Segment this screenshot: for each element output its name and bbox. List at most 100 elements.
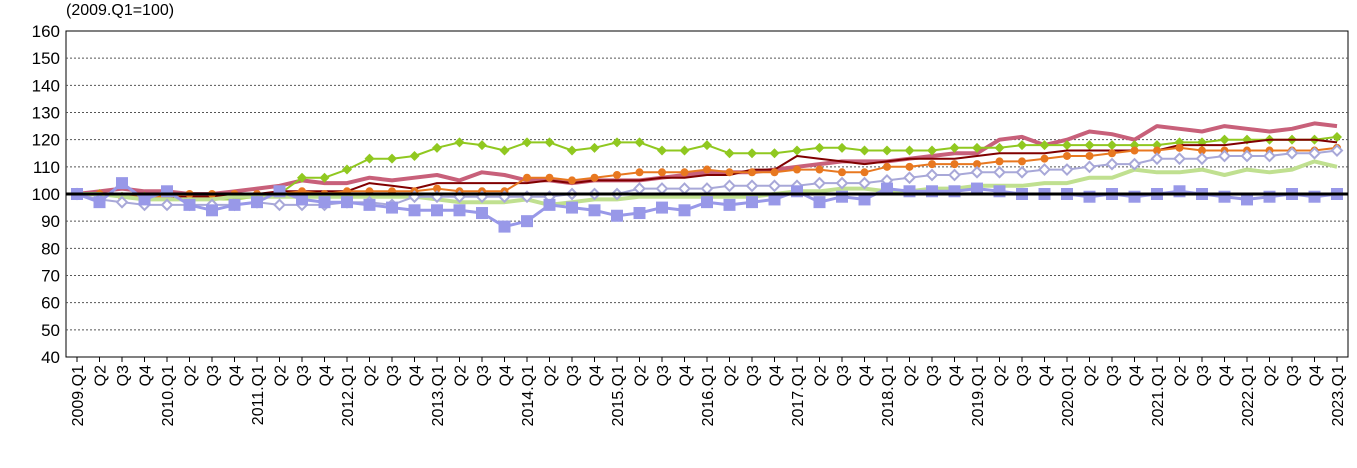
y-tick-label: 110: [33, 158, 60, 177]
x-tick-label: Q3: [835, 365, 852, 386]
x-tick-label: Q2: [723, 365, 740, 386]
data-point: [544, 137, 555, 148]
data-point: [1015, 165, 1029, 179]
x-tick-label: Q3: [655, 365, 672, 386]
x-tick-label: Q4: [498, 365, 515, 386]
x-tick-label: Q4: [1128, 365, 1145, 386]
x-tick-label: Q4: [858, 365, 875, 386]
x-tick-label: Q3: [565, 365, 582, 386]
data-point: [656, 201, 668, 214]
data-point: [318, 196, 331, 209]
x-tick-label: Q3: [385, 365, 402, 386]
x-tick-label: 2009.Q1: [70, 365, 87, 426]
x-tick-label: Q2: [453, 365, 470, 386]
x-tick-label: 2016.Q1: [700, 365, 717, 426]
data-point: [858, 193, 871, 206]
data-point: [1308, 146, 1321, 160]
x-tick-label: Q3: [1015, 365, 1032, 386]
data-point: [768, 179, 781, 193]
data-point: [568, 176, 576, 185]
data-point: [589, 142, 600, 153]
data-point: [1330, 144, 1344, 157]
data-point: [115, 195, 129, 209]
y-tick-label: 120: [32, 131, 60, 150]
data-point: [634, 137, 645, 148]
data-point: [183, 198, 196, 211]
data-point: [970, 165, 984, 179]
data-point: [93, 196, 106, 209]
data-point: [408, 204, 421, 217]
data-point: [971, 182, 983, 195]
y-tick-label: 150: [32, 49, 60, 68]
data-point: [724, 148, 735, 159]
data-point: [1130, 146, 1139, 155]
y-tick-label: 50: [41, 321, 60, 340]
data-point: [522, 137, 532, 148]
x-tick-label: Q3: [1285, 365, 1302, 386]
x-tick-label: 2017.Q1: [790, 365, 807, 426]
y-tick-label: 40: [41, 348, 60, 367]
data-point: [793, 165, 801, 174]
data-point: [590, 173, 599, 182]
data-point: [1332, 131, 1342, 142]
data-point: [678, 204, 691, 217]
data-point: [363, 198, 376, 211]
x-tick-label: Q3: [205, 365, 222, 386]
data-point: [792, 145, 802, 156]
data-point: [588, 204, 601, 217]
data-point: [454, 137, 465, 148]
data-point: [521, 215, 533, 228]
x-tick-label: Q4: [318, 365, 335, 386]
data-point: [273, 198, 286, 212]
data-point: [993, 165, 1006, 179]
data-point: [925, 168, 939, 182]
data-point: [973, 160, 981, 169]
x-tick-label: Q2: [813, 365, 830, 386]
data-point: [1195, 152, 1209, 166]
y-tick-label: 160: [32, 22, 60, 41]
data-point: [972, 142, 982, 153]
x-tick-label: Q3: [1195, 365, 1212, 386]
x-tick-label: Q4: [768, 365, 785, 386]
data-point: [928, 160, 936, 169]
data-point: [228, 198, 241, 211]
x-tick-label: Q2: [93, 365, 110, 386]
x-tick-label: 2022.Q1: [1240, 365, 1257, 426]
data-point: [1018, 157, 1026, 166]
data-point: [160, 198, 174, 212]
y-tick-label: 100: [32, 185, 60, 204]
x-tick-label: 2010.Q1: [160, 365, 177, 426]
data-point: [409, 150, 420, 161]
data-point: [904, 145, 915, 156]
data-point: [1153, 146, 1161, 155]
x-tick-label: Q2: [633, 365, 650, 386]
data-point: [949, 142, 960, 153]
data-point: [1083, 160, 1096, 174]
x-tick-label: Q4: [948, 365, 965, 386]
x-tick-label: Q4: [408, 365, 425, 386]
data-point: [1039, 140, 1050, 151]
x-tick-label: Q3: [115, 365, 132, 386]
data-point: [386, 201, 398, 214]
y-tick-label: 70: [41, 267, 60, 286]
x-tick-label: Q4: [1038, 365, 1055, 386]
data-point: [746, 196, 758, 209]
data-point: [1040, 154, 1049, 163]
data-point: [703, 165, 711, 174]
data-point: [543, 198, 556, 211]
data-point: [838, 168, 846, 177]
data-point: [341, 196, 353, 209]
data-point: [1241, 193, 1253, 206]
data-point: [1263, 149, 1276, 163]
data-point: [433, 184, 441, 193]
x-tick-label: Q2: [273, 365, 290, 386]
data-point: [769, 148, 780, 159]
x-tick-label: Q3: [925, 365, 942, 386]
data-point: [768, 193, 781, 206]
data-point: [567, 145, 577, 156]
data-point: [859, 145, 870, 156]
x-tick-label: 2019.Q1: [970, 365, 987, 426]
data-point: [657, 145, 667, 156]
